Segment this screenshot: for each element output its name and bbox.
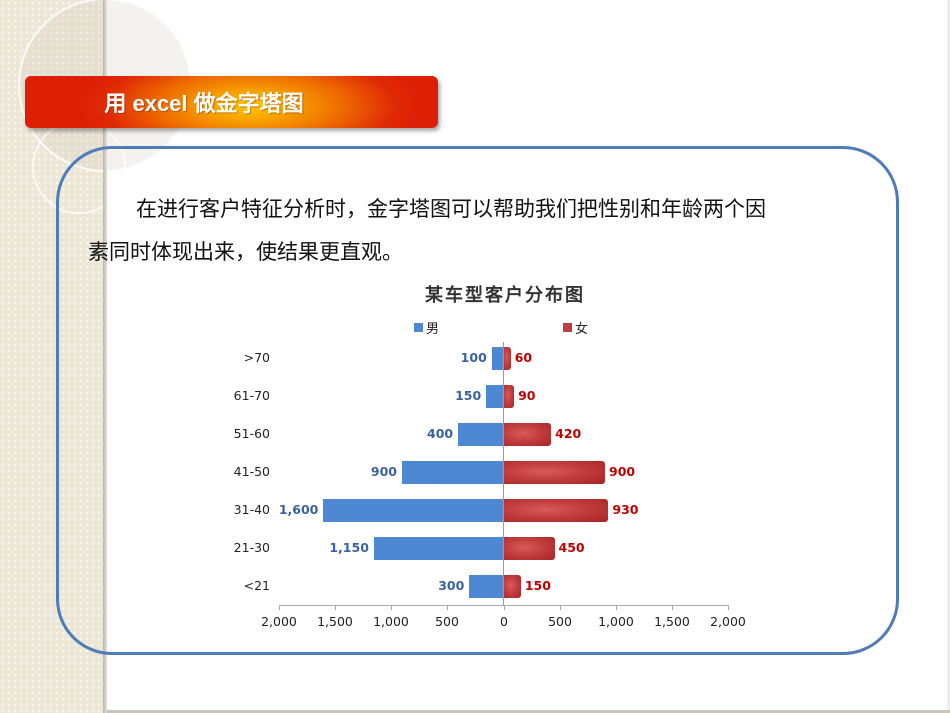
x-tick-label: 2,000 — [710, 614, 746, 629]
data-label-male: 150 — [455, 388, 482, 403]
x-tick-label: 0 — [500, 614, 508, 629]
x-tick-mark — [616, 605, 617, 610]
content-frame — [56, 146, 899, 655]
legend-item-male: 男 — [414, 318, 439, 337]
data-label-female: 60 — [514, 350, 533, 365]
legend-swatch-male-icon — [414, 323, 423, 332]
slide-edge — [947, 0, 950, 713]
bar-male — [458, 423, 503, 446]
x-tick-label: 1,500 — [317, 614, 353, 629]
legend-item-female: 女 — [563, 318, 588, 337]
x-tick-mark — [728, 605, 729, 610]
data-label-male: 1,600 — [278, 502, 319, 517]
x-tick-mark — [335, 605, 336, 610]
data-label-male: 900 — [370, 464, 397, 479]
bar-male — [323, 499, 503, 522]
bar-male — [373, 537, 503, 560]
legend-label: 男 — [426, 322, 440, 337]
chart-title: 某车型客户分布图 — [425, 285, 585, 306]
bar-male — [491, 347, 503, 370]
category-label: 31-40 — [233, 502, 270, 517]
data-label-male: 100 — [460, 350, 487, 365]
title-banner: 用 excel 做金字塔图 — [25, 76, 438, 128]
slide-title: 用 excel 做金字塔图 — [104, 91, 304, 116]
bar-female — [504, 347, 511, 370]
x-tick-label: 1,500 — [654, 614, 690, 629]
x-tick-mark — [504, 605, 505, 610]
slide-edge — [107, 710, 950, 713]
bar-female — [504, 499, 609, 522]
bar-female — [504, 423, 552, 446]
category-label: <21 — [243, 578, 270, 593]
bar-female — [504, 537, 555, 560]
bar-male — [486, 385, 503, 408]
data-label-male: 1,150 — [329, 540, 369, 555]
intro-paragraph: 在进行客户特征分析时，金字塔图可以帮助我们把性别和年龄两个因 素同时体现出来，使… — [88, 188, 878, 274]
x-tick-mark — [279, 605, 280, 610]
x-tick-mark — [447, 605, 448, 610]
category-label: 21-30 — [233, 540, 270, 555]
category-label: 61-70 — [233, 388, 270, 403]
x-tick-mark — [672, 605, 673, 610]
legend-swatch-female-icon — [563, 323, 572, 332]
x-tick-mark — [560, 605, 561, 610]
side-panel-shadow — [103, 0, 107, 713]
category-label: 41-50 — [233, 464, 270, 479]
x-tick-label: 1,000 — [598, 614, 634, 629]
data-label-female: 150 — [524, 578, 551, 593]
zero-axis-line — [503, 342, 504, 606]
data-label-female: 450 — [558, 540, 585, 555]
category-label: 51-60 — [233, 426, 270, 441]
bar-female — [504, 385, 515, 408]
bar-male — [401, 461, 503, 484]
paragraph-line-2: 素同时体现出来，使结果更直观。 — [88, 240, 403, 264]
bar-female — [504, 575, 521, 598]
data-label-female: 90 — [518, 388, 536, 403]
data-label-female: 900 — [609, 464, 636, 479]
x-tick-label: 1,000 — [373, 614, 409, 629]
bar-female — [504, 461, 606, 484]
x-tick-label: 500 — [548, 614, 572, 629]
x-tick-label: 2,000 — [261, 614, 297, 629]
legend-label: 女 — [575, 322, 589, 337]
x-tick-mark — [391, 605, 392, 610]
category-label: >70 — [243, 350, 270, 365]
x-tick-label: 500 — [435, 614, 459, 629]
paragraph-line-1: 在进行客户特征分析时，金字塔图可以帮助我们把性别和年龄两个因 — [136, 197, 766, 221]
data-label-male: 300 — [438, 578, 465, 593]
bar-male — [469, 575, 503, 598]
data-label-female: 420 — [555, 426, 582, 441]
data-label-female: 930 — [612, 502, 639, 517]
data-label-male: 400 — [427, 426, 454, 441]
